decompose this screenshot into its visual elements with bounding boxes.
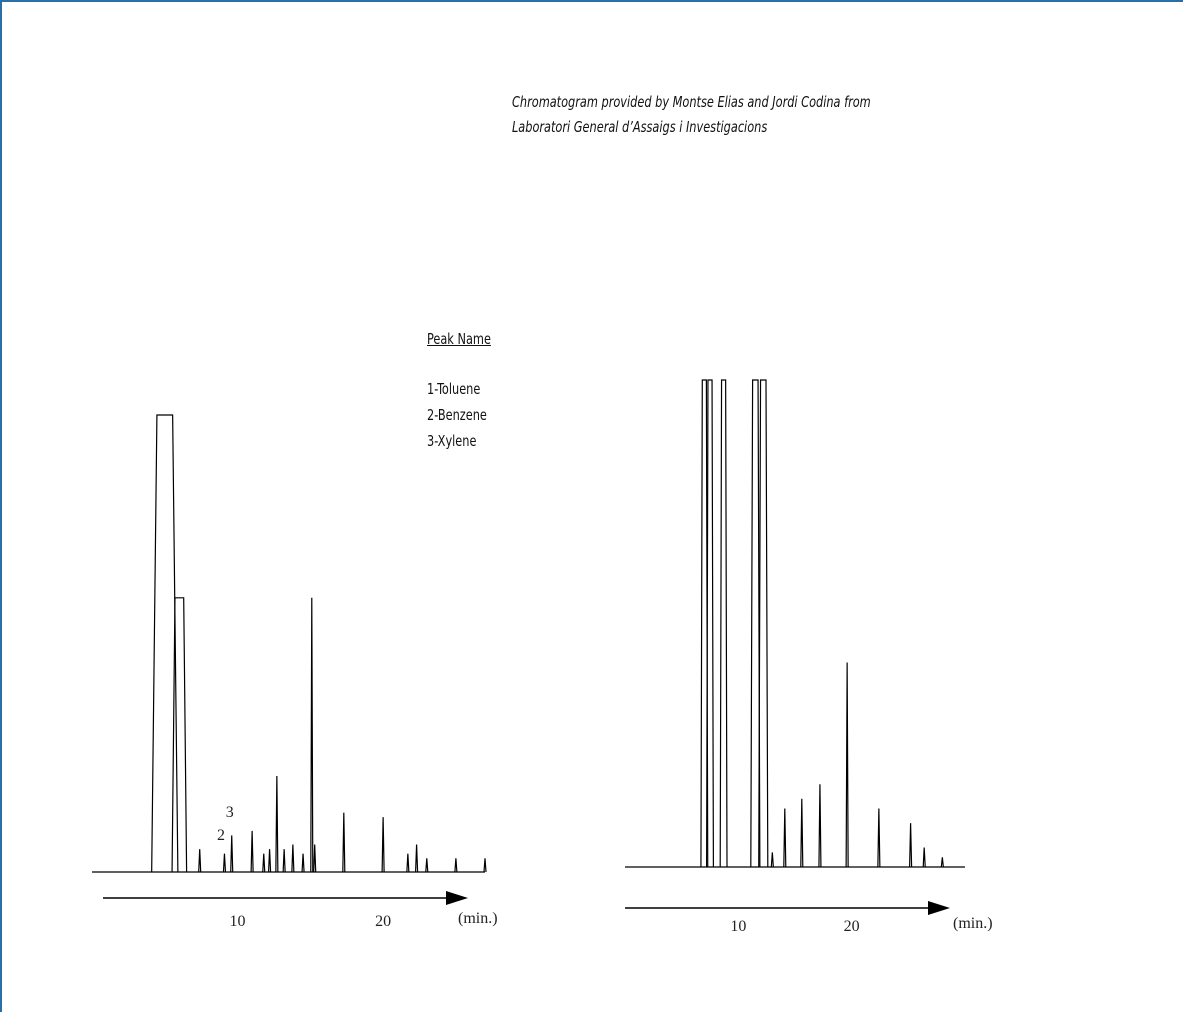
chart-1: 23 10 20 (min.): [92, 414, 498, 930]
peak-10: [282, 849, 286, 873]
x-axis-label: (min.): [458, 910, 498, 927]
peak-5: [758, 379, 769, 868]
peak-15: [342, 812, 346, 873]
peak-11: [877, 808, 881, 868]
peak-6: [770, 852, 774, 868]
peak-20: [454, 858, 458, 873]
x-tick-label-20: 20: [375, 913, 391, 930]
peak-14: [313, 844, 317, 873]
peak-19: [425, 858, 429, 873]
peak-18: [414, 844, 419, 873]
peak-12: [301, 853, 305, 873]
peak-2: [171, 597, 188, 873]
peak-8: [800, 798, 804, 868]
x-axis-label: (min.): [953, 915, 993, 932]
peak-10: [845, 662, 849, 868]
legend-title: Peak Name: [427, 330, 491, 348]
peak-4: [750, 379, 761, 868]
peak-4: [222, 853, 227, 873]
peak-12: [909, 823, 913, 868]
credit-line-2: Laboratori General d’Assaigs i Investiga…: [512, 118, 768, 136]
legend-item-xylene: 3-Xylene: [427, 432, 477, 450]
peak-label-2: 2: [217, 827, 225, 844]
x-tick-label-10: 10: [730, 918, 746, 935]
legend-item-toluene: 1-Toluene: [427, 380, 481, 398]
peak-8: [267, 849, 272, 873]
peak-5: [230, 835, 234, 873]
peak-16: [381, 817, 385, 873]
peak-21: [483, 858, 487, 873]
x-tick-label-20: 20: [844, 918, 860, 935]
peak-11: [291, 844, 295, 873]
peak-13: [310, 597, 314, 873]
time-axis-arrow: [928, 901, 950, 915]
chart-2: 10 20 (min.): [625, 379, 993, 935]
legend-item-benzene: 2-Benzene: [427, 406, 487, 424]
x-tick-label-10: 10: [230, 913, 246, 930]
peak-label-3: 3: [226, 804, 234, 821]
chromatogram-credit: Chromatogram provided by Montse Elias an…: [512, 90, 871, 140]
credit-line-1: Chromatogram provided by Montse Elias an…: [512, 93, 871, 111]
peak-3: [719, 379, 728, 868]
peak-7: [262, 853, 266, 873]
peak-3: [198, 849, 202, 873]
peak-9: [275, 776, 279, 873]
peak-17: [406, 853, 410, 873]
peak-7: [783, 808, 787, 868]
peak-14: [940, 857, 944, 868]
time-axis-arrow: [446, 891, 468, 905]
peak-2: [706, 379, 714, 868]
peak-6: [250, 830, 254, 873]
peak-13: [922, 847, 926, 868]
peak-1: [151, 414, 179, 873]
peak-9: [818, 784, 822, 868]
peak-legend: Peak Name 1-Toluene 2-Benzene 3-Xylene: [427, 330, 491, 454]
